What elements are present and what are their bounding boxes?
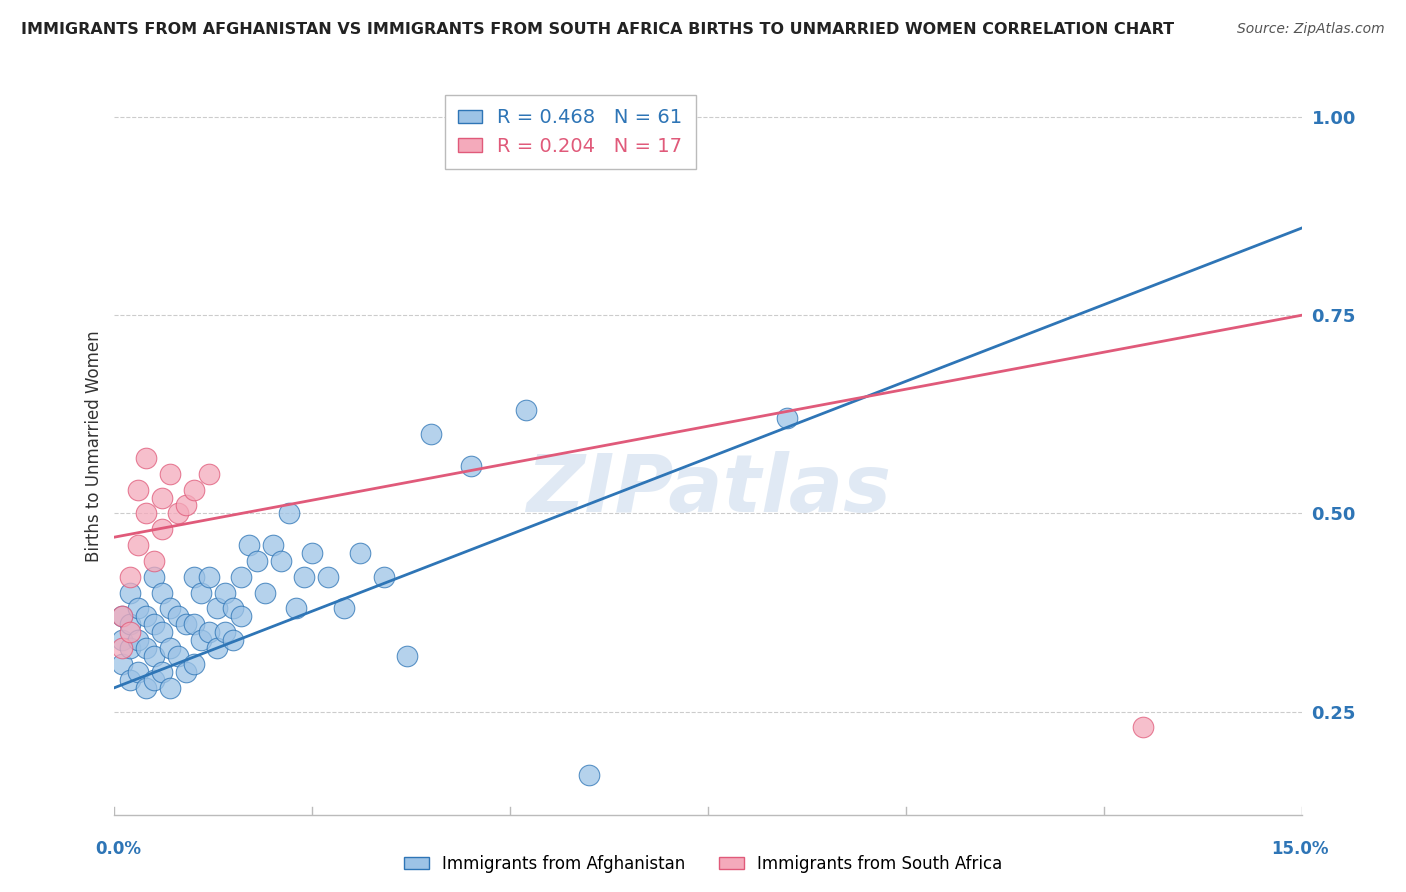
Point [207,641,229,656]
Point [143,673,166,687]
Point [111,609,134,624]
Point [127,665,149,679]
Point [183,657,205,671]
Point [127,601,149,615]
Legend: Immigrants from Afghanistan, Immigrants from South Africa: Immigrants from Afghanistan, Immigrants … [396,848,1010,880]
Point [396,648,419,663]
Text: Source: ZipAtlas.com: Source: ZipAtlas.com [1237,22,1385,37]
Point [120,625,142,640]
Point [111,633,134,648]
Point [111,609,134,624]
Point [166,609,188,624]
Point [143,648,166,663]
Point [159,681,181,695]
Point [333,601,356,615]
Point [159,641,181,656]
Point [578,768,600,782]
Point [420,427,443,442]
Point [159,601,181,615]
Point [198,467,221,481]
Point [292,570,315,584]
Point [111,641,134,656]
Point [776,411,799,425]
Point [222,601,245,615]
Point [120,641,142,656]
Point [150,585,173,599]
Point [127,483,149,497]
Point [127,538,149,552]
Point [214,585,236,599]
Point [301,546,323,560]
Point [349,546,371,560]
Point [174,499,197,513]
Point [143,554,166,568]
Point [135,609,157,624]
Point [198,625,221,640]
Point [190,633,212,648]
Point [183,617,205,632]
Point [316,570,339,584]
Point [460,458,482,473]
Text: 0.0%: 0.0% [96,840,142,858]
Point [285,601,308,615]
Point [270,554,292,568]
Point [207,601,229,615]
Point [135,681,157,695]
Point [135,641,157,656]
Text: 15.0%: 15.0% [1271,840,1329,858]
Point [166,648,188,663]
Point [135,450,157,465]
Point [229,570,252,584]
Point [198,570,221,584]
Text: ZIPatlas: ZIPatlas [526,451,890,529]
Point [120,570,142,584]
Point [111,657,134,671]
Point [150,522,173,536]
Point [150,491,173,505]
Point [238,538,260,552]
Point [262,538,284,552]
Legend: R = 0.468   N = 61, R = 0.204   N = 17: R = 0.468 N = 61, R = 0.204 N = 17 [444,95,696,169]
Point [174,665,197,679]
Point [159,467,181,481]
Point [222,633,245,648]
Point [229,609,252,624]
Point [373,570,395,584]
Point [174,617,197,632]
Text: IMMIGRANTS FROM AFGHANISTAN VS IMMIGRANTS FROM SOUTH AFRICA BIRTHS TO UNMARRIED : IMMIGRANTS FROM AFGHANISTAN VS IMMIGRANT… [21,22,1174,37]
Point [127,633,149,648]
Point [190,585,212,599]
Point [277,507,299,521]
Y-axis label: Births to Unmarried Women: Births to Unmarried Women [86,330,103,562]
Point [166,507,188,521]
Point [214,625,236,640]
Point [143,617,166,632]
Point [183,483,205,497]
Point [253,585,276,599]
Point [120,673,142,687]
Point [120,585,142,599]
Point [120,617,142,632]
Point [150,665,173,679]
Point [150,625,173,640]
Point [1132,720,1154,734]
Point [135,507,157,521]
Point [515,403,537,417]
Point [183,570,205,584]
Point [246,554,269,568]
Point [143,570,166,584]
